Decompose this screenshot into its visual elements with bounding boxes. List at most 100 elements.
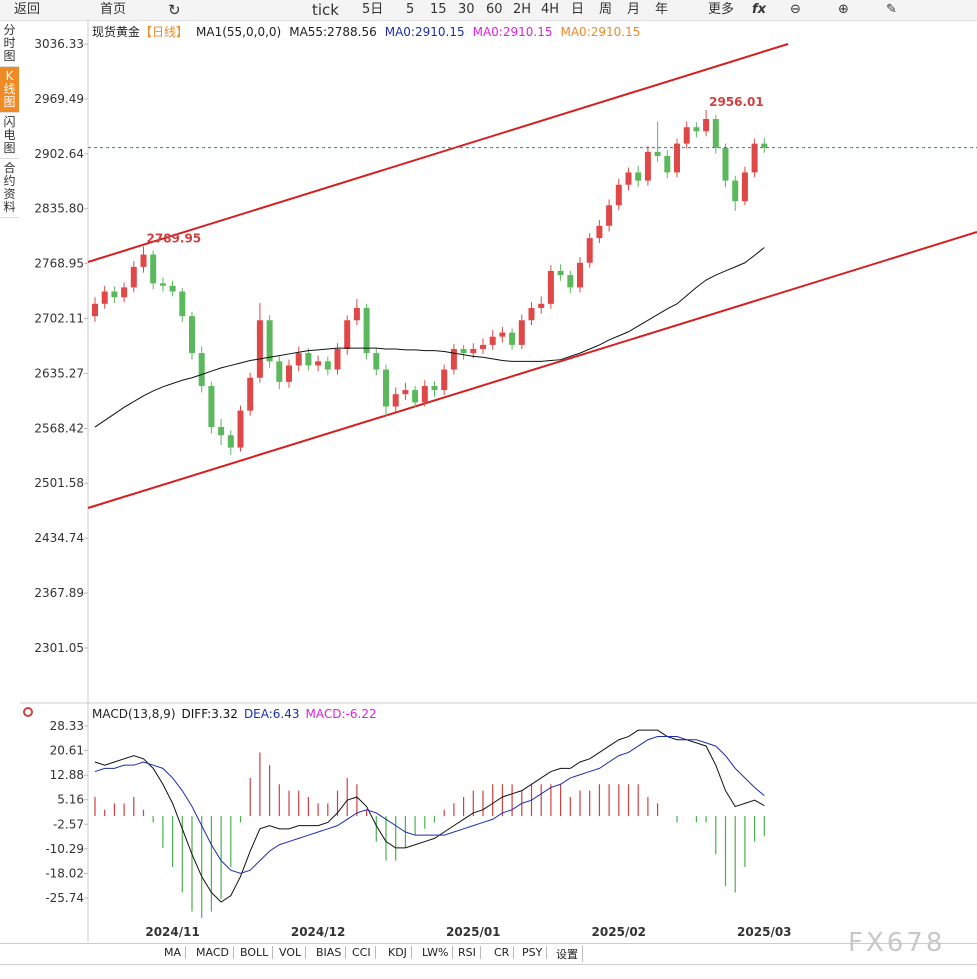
candle-body — [654, 151, 661, 156]
y-tick-label: -2.57 — [53, 817, 84, 831]
candle-body — [674, 143, 680, 173]
trend-channel-top — [87, 43, 789, 263]
macd-settings-icon[interactable] — [23, 707, 33, 717]
more-button[interactable]: 更多 — [708, 2, 735, 17]
candle-body — [499, 332, 506, 337]
indicator-tab[interactable]: KDJ — [384, 946, 412, 959]
indicator-tab[interactable]: CCI — [348, 946, 376, 959]
sidebar-tab[interactable]: 合约资料 — [0, 159, 19, 218]
y-tick-label: -25.74 — [45, 891, 84, 905]
back-button[interactable]: 返回 — [14, 2, 41, 17]
period: 【日线】 — [140, 25, 188, 39]
refresh-icon[interactable]: ↻ — [168, 1, 181, 19]
candle-body — [489, 336, 496, 345]
indicator-tab[interactable]: CR — [490, 946, 515, 959]
indicator-tab[interactable]: 设置 — [552, 946, 583, 962]
y-tick-label: 28.33 — [50, 719, 84, 733]
period-button[interactable]: 30 — [458, 2, 475, 17]
y-tick-label: 3036.33 — [34, 37, 84, 51]
candle-body — [383, 369, 389, 407]
candle-body — [344, 320, 351, 350]
legend-entry: MACD:-6.22 — [306, 707, 377, 721]
period-button[interactable]: 5 — [406, 2, 415, 17]
home-button[interactable]: 首页 — [100, 2, 127, 17]
candle-body — [712, 119, 719, 148]
candle-body — [644, 151, 651, 181]
candle-body — [635, 172, 642, 181]
candle-body — [286, 365, 292, 382]
draw-icon[interactable]: ✎ — [886, 2, 897, 17]
x-tick-label: 2025/02 — [592, 925, 646, 939]
period-button[interactable]: 2H — [513, 2, 532, 17]
indicator-tab[interactable]: PSY — [518, 946, 548, 959]
candle-body — [392, 394, 399, 407]
candle-body — [450, 349, 457, 370]
period-button[interactable]: 年 — [655, 2, 669, 17]
indicator-tab[interactable]: BOLL — [236, 946, 274, 959]
candle-body — [480, 344, 486, 350]
candle-body — [353, 307, 360, 321]
candle-body — [198, 353, 205, 386]
candle-body — [140, 254, 147, 267]
candle-body — [421, 385, 428, 403]
indicator-tab[interactable]: MACD — [192, 946, 234, 959]
candle-body — [227, 435, 234, 448]
zoom-out-icon[interactable]: ⊖ — [790, 2, 801, 17]
candle-body — [237, 410, 244, 448]
sidebar-tab[interactable]: K线图 — [0, 67, 19, 113]
formula-icon[interactable]: fx — [752, 2, 767, 17]
y-tick-label: 2568.42 — [34, 421, 84, 435]
candle-body — [218, 427, 225, 436]
candle-body — [130, 266, 137, 288]
sidebar-tab[interactable]: 分时图 — [0, 21, 19, 67]
candle-body — [208, 385, 215, 428]
candle-body — [509, 332, 516, 345]
candle-body — [470, 349, 477, 354]
period-button[interactable]: 15 — [430, 2, 447, 17]
period-button[interactable]: 4H — [541, 2, 560, 17]
high-annotation: 2956.01 — [709, 95, 764, 109]
candle-body — [179, 291, 186, 317]
y-tick-label: 2635.27 — [34, 366, 84, 380]
ma-line — [94, 247, 765, 428]
zoom-in-icon[interactable]: ⊕ — [838, 2, 849, 17]
y-tick-label: 2301.05 — [34, 641, 84, 655]
candle-body — [703, 119, 710, 132]
indicator-tab[interactable]: VOL — [275, 946, 307, 959]
sidebar: 分时图 K线图 闪电图 合约资料 — [0, 21, 19, 218]
period-button[interactable]: 60 — [486, 2, 503, 17]
candle-body — [189, 316, 195, 354]
y-tick-label: 5.16 — [57, 793, 84, 807]
candle-body — [431, 385, 438, 391]
candle-body — [586, 238, 593, 263]
y-tick-label: 2835.80 — [34, 202, 84, 216]
candle-body — [664, 155, 671, 173]
candle-body — [751, 143, 758, 173]
high-annotation: 2789.95 — [147, 231, 202, 245]
period-button[interactable]: 周 — [599, 2, 613, 17]
tick-button[interactable]: tick — [312, 1, 339, 19]
candle-body — [441, 369, 448, 391]
legend-entry: DEA:6.43 — [244, 707, 300, 721]
period-button[interactable]: 月 — [627, 2, 641, 17]
candle-body — [577, 262, 583, 288]
period-button[interactable]: 5日 — [362, 2, 384, 17]
candle-body — [324, 361, 331, 370]
candle-body — [101, 291, 108, 304]
candle-body — [334, 349, 341, 370]
period-button[interactable]: 日 — [571, 2, 585, 17]
candle-body — [150, 254, 157, 284]
y-tick-label: 12.88 — [50, 768, 84, 782]
sidebar-tab[interactable]: 闪电图 — [0, 113, 19, 159]
candle-body — [761, 143, 768, 148]
indicator-tab[interactable]: BIAS — [312, 946, 347, 959]
y-tick-label: 20.61 — [50, 744, 84, 758]
macd-line — [94, 729, 765, 903]
candle-body — [256, 320, 263, 378]
candle-body — [528, 307, 535, 321]
instrument: 现货黄金 — [92, 24, 140, 39]
indicator-tab[interactable]: MA — [160, 946, 187, 959]
indicator-tab[interactable]: LW% — [418, 946, 454, 959]
indicator-tab[interactable]: RSI — [454, 946, 481, 959]
